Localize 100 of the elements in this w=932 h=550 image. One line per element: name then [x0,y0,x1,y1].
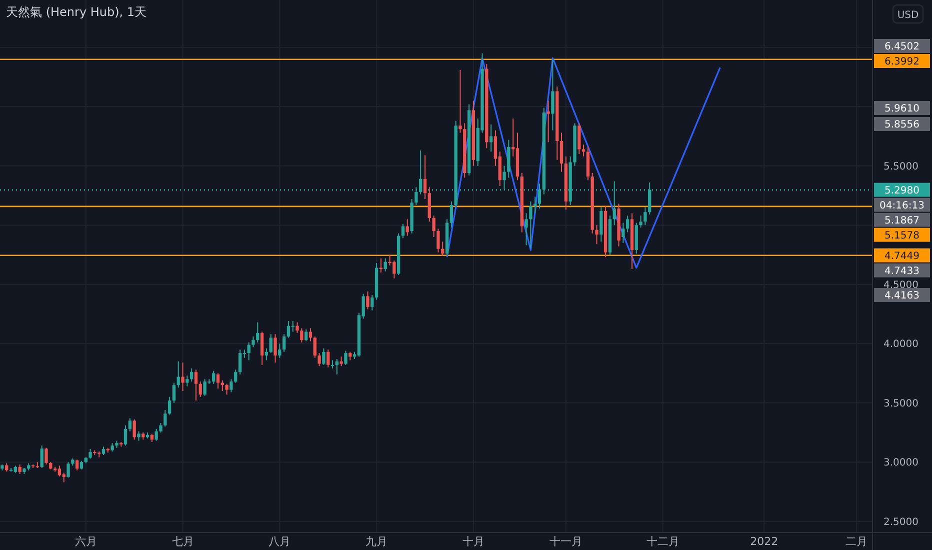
candlestick [62,472,66,483]
candlestick [124,424,128,446]
x-tick-label: 十二月 [646,535,680,548]
candlestick [212,370,216,384]
candlestick [44,447,48,465]
candlestick [330,360,334,369]
candlestick [524,212,528,246]
text: 6.4502 [884,42,920,52]
candlestick [529,200,532,250]
candlestick [230,378,233,393]
candlestick [313,336,316,358]
candlestick [220,380,224,392]
y-tick-label: 3.0000 [884,458,918,469]
y-tick-label: 4.5000 [884,280,918,291]
ref-line-label: 4.7449 [884,250,920,262]
candlestick [18,464,22,474]
candlestick [322,348,326,366]
ref-line-label: 6.3992 [884,56,920,68]
candlestick [186,375,189,387]
x-tick-label: 2022 [750,535,778,548]
x-tick-label: 十一月 [549,535,582,548]
candlestick [551,58,554,131]
candlestick [384,258,387,272]
candlestick [304,328,308,342]
chart-title: 天然氣 (Henry Hub), 1天 [6,5,147,19]
candlestick [216,372,220,390]
candlestick [344,350,348,366]
candlestick [546,100,550,143]
candlestick [600,206,603,242]
y-tick-label: 4.0000 [884,339,918,350]
candlestick [419,150,422,195]
candlestick [247,342,250,361]
candlestick [291,320,294,332]
candlestick [318,352,321,367]
candlestick [340,356,343,367]
y-tick-label: 5.5000 [884,161,918,172]
candlestick [234,369,238,384]
candlestick [560,132,564,172]
candlestick [622,222,625,244]
candlestick [75,459,79,471]
candlestick [450,200,453,228]
candlestick [401,223,405,239]
text: 4.7433 [884,266,920,277]
candlestick [370,294,374,311]
candlestick [326,349,330,368]
text: USD [897,10,919,21]
candlestick [458,69,462,134]
candlestick [194,369,198,401]
candlestick [366,290,370,310]
candlestick [441,241,444,256]
candlestick [256,322,260,343]
line-series [446,57,721,269]
candlestick [132,418,136,440]
candlestick [40,445,44,469]
x-tick-label: 六月 [74,535,97,548]
text: 4.4163 [884,290,920,302]
candlestick [286,320,290,338]
candlestick [278,343,282,358]
candlestick [436,228,440,253]
candlestick [66,462,70,478]
candlestick [578,122,581,155]
candlestick [164,409,167,428]
candlestick [176,360,180,388]
y-tick-label: 3.5000 [884,398,918,410]
candlestick [58,465,62,477]
candlestick [190,368,194,382]
candlestick [300,328,304,343]
candlestick [159,422,162,433]
candlestick [260,331,264,366]
candlestick [296,322,299,334]
candlestick [644,206,647,226]
x-tick-label: 二月 [846,535,868,548]
candlestick [252,336,255,348]
text: 5.8556 [884,120,920,130]
candlestick [335,358,338,375]
candlestick [269,334,272,354]
candlestick [264,348,268,361]
x-tick-label: 七月 [172,535,194,548]
candlestick [225,383,228,396]
candlestick [639,215,642,228]
candlestick [181,362,184,392]
candlestick [423,154,427,200]
y-tick-label: 2.5000 [884,516,918,528]
candlestick [274,334,277,364]
candlestick [595,224,598,245]
x-tick-label: 九月 [366,535,388,548]
candlestick [172,382,176,404]
candlestick [88,448,92,460]
candlestick [626,215,630,233]
ref-line-label: 5.1578 [884,230,920,242]
candlestick [168,396,172,416]
candlestick [137,430,140,442]
candlestick [154,428,158,442]
candlestick [238,349,242,375]
x-tick-label: 八月 [268,535,291,548]
candlestick [282,334,286,352]
candlestick [432,215,436,238]
text: 04:16:13 [880,200,924,212]
candlestick [198,381,202,398]
text: 5.1867 [884,215,920,226]
